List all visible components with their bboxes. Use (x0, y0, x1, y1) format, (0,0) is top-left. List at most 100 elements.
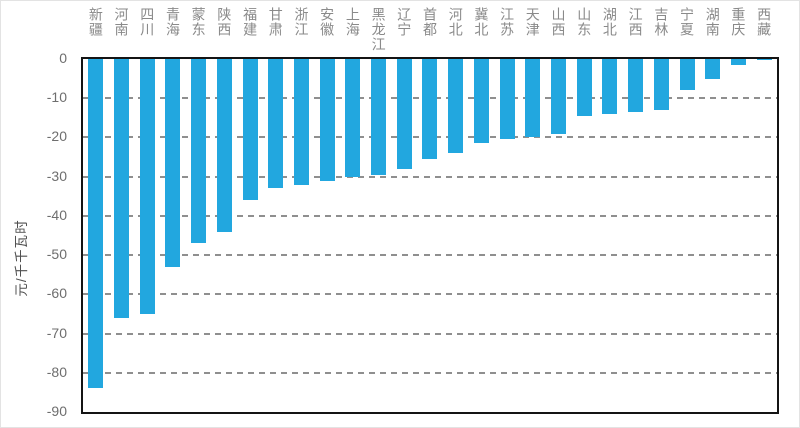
bar-江苏 (499, 59, 515, 140)
gridline (83, 175, 777, 178)
bar-slot (752, 59, 777, 61)
bar-上海 (345, 59, 361, 177)
bar-slot (315, 59, 340, 181)
category-label: 冀北 (473, 7, 490, 37)
category-label: 重庆 (730, 7, 747, 37)
bar-首都 (422, 59, 438, 160)
bar-西藏 (756, 59, 772, 61)
category-label: 甘肃 (267, 7, 284, 37)
bar-山西 (551, 59, 566, 134)
category-label: 西藏 (756, 7, 773, 37)
category-label: 湖北 (601, 7, 618, 37)
category-label: 首都 (421, 7, 438, 37)
bar-slot (597, 59, 622, 114)
category-labels: 新疆 河南 四川 青海 蒙东 陕西 福建 甘肃 浙江 安徽 上海 黑龙江 辽宁 首都 河北 冀北 江苏 天津 山西山… (83, 7, 777, 57)
bar-slot (392, 59, 417, 169)
bar-slot (649, 59, 674, 110)
bar-山东 (576, 59, 592, 116)
bar-slot (109, 59, 134, 318)
bar-slot (366, 59, 391, 175)
bar-湖北 (602, 59, 618, 114)
bar-slot (186, 59, 211, 244)
category-label: 四川 (139, 7, 156, 37)
bar-slot (520, 59, 545, 138)
y-axis-tick-labels: 0 -10 -20 -30 -40 -50 -60 -70 -80 -90 (1, 1, 71, 427)
bar-天津 (525, 59, 541, 138)
category-label: 吉林 (653, 7, 670, 37)
gridline (83, 332, 777, 335)
bar-宁夏 (679, 59, 695, 91)
bar-slot (546, 59, 571, 134)
y-tick-label: -10 (46, 89, 67, 106)
bar-slot (417, 59, 442, 160)
bar-slot (675, 59, 700, 91)
plot-area (81, 57, 779, 414)
category-label: 宁夏 (679, 7, 696, 37)
bar-浙江 (293, 59, 309, 185)
bar-重庆 (730, 59, 746, 65)
category-label: 陕西 (216, 7, 233, 37)
bar-series (83, 59, 777, 412)
y-tick-label: -50 (46, 246, 67, 263)
category-label: 青海 (164, 7, 181, 37)
category-label: 黑龙江 (370, 7, 387, 52)
bar-slot (83, 59, 108, 389)
bar-新疆 (88, 59, 104, 389)
bar-slot (212, 59, 237, 232)
category-label: 辽宁 (396, 7, 413, 37)
y-tick-label: -60 (46, 285, 67, 302)
bar-slot (495, 59, 520, 140)
category-label: 江苏 (499, 7, 516, 37)
gridline (83, 371, 777, 374)
y-tick-label: -30 (46, 167, 67, 184)
category-label: 山东 (576, 7, 593, 37)
bar-slot (700, 59, 725, 79)
bar-slot (572, 59, 597, 116)
category-label: 安徽 (319, 7, 336, 37)
bar-蒙东 (191, 59, 207, 244)
bar-陕西 (216, 59, 232, 232)
bar-甘肃 (268, 59, 284, 189)
bar-冀北 (473, 59, 489, 144)
y-tick-label: -20 (46, 128, 67, 145)
category-label: 上海 (344, 7, 361, 37)
y-tick-label: -70 (46, 324, 67, 341)
category-label: 河北 (447, 7, 464, 37)
category-label: 天津 (524, 7, 541, 37)
bar-吉林 (653, 59, 669, 110)
bar-四川 (139, 59, 155, 314)
bar-辽宁 (396, 59, 412, 169)
bar-slot (263, 59, 288, 189)
bar-slot (160, 59, 185, 267)
bar-福建 (242, 59, 258, 201)
gridline (83, 254, 777, 257)
category-label: 山西 (550, 7, 567, 37)
bar-slot (135, 59, 160, 314)
category-label: 浙江 (293, 7, 310, 37)
bar-湖南 (705, 59, 721, 79)
bar-江西 (628, 59, 644, 112)
bar-安徽 (319, 59, 335, 181)
y-tick-label: 0 (59, 50, 67, 66)
bar-slot (623, 59, 648, 112)
category-label: 蒙东 (190, 7, 207, 37)
category-label: 江西 (627, 7, 644, 37)
y-tick-label: -40 (46, 206, 67, 223)
bar-slot (238, 59, 263, 201)
bar-slot (289, 59, 314, 185)
bar-黑龙江 (371, 59, 387, 175)
bar-slot (726, 59, 751, 65)
gridline (83, 293, 777, 296)
category-label: 河南 (113, 7, 130, 37)
bar-河南 (114, 59, 130, 318)
category-label: 新疆 (87, 7, 104, 37)
category-label: 福建 (242, 7, 259, 37)
bar-slot (469, 59, 494, 144)
y-tick-label: -90 (46, 403, 67, 419)
bar-青海 (165, 59, 181, 267)
bar-河北 (448, 59, 464, 154)
category-label: 湖南 (704, 7, 721, 37)
bar-slot (340, 59, 365, 177)
bar-slot (443, 59, 468, 154)
